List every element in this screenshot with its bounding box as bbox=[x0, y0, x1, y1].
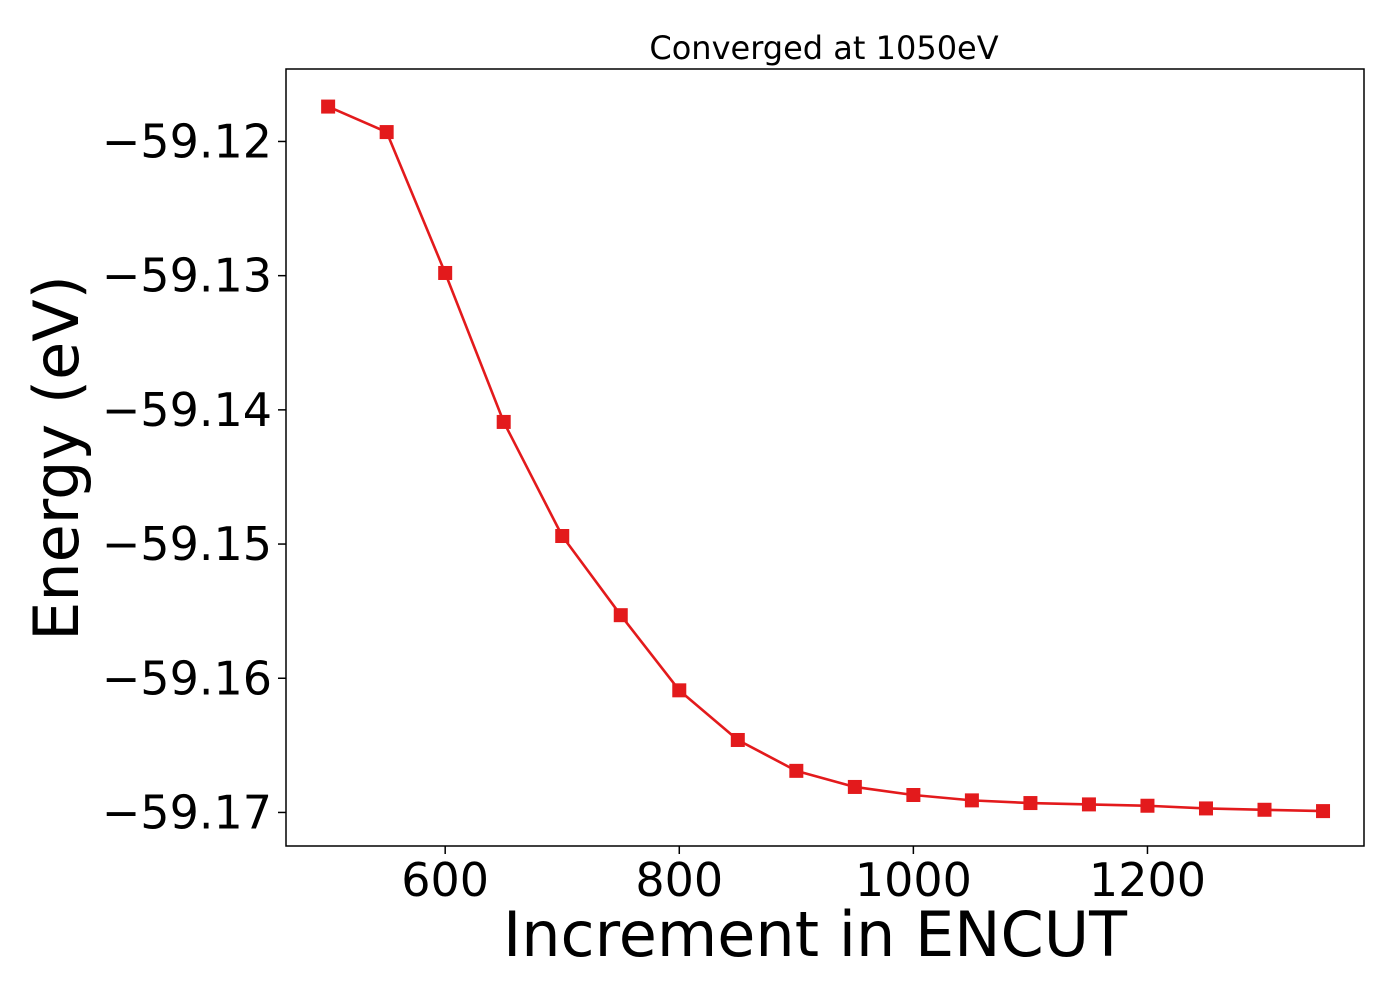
data-point bbox=[496, 414, 511, 429]
data-point bbox=[555, 529, 570, 544]
data-point bbox=[1081, 797, 1096, 812]
y-tick-label: −59.16 bbox=[102, 651, 272, 705]
data-point bbox=[379, 125, 394, 140]
series-layer bbox=[321, 99, 1331, 819]
data-point bbox=[1140, 798, 1155, 813]
data-point bbox=[964, 793, 979, 808]
data-point bbox=[1198, 801, 1213, 816]
data-point bbox=[321, 99, 336, 114]
data-point bbox=[1023, 796, 1038, 811]
data-point bbox=[1257, 802, 1272, 817]
data-point bbox=[1316, 804, 1331, 819]
data-point bbox=[438, 265, 453, 280]
x-tick-label: 600 bbox=[401, 853, 489, 907]
data-point bbox=[906, 788, 921, 803]
x-axis: 600 800 1000 1200 bbox=[401, 846, 1206, 907]
data-point bbox=[730, 732, 745, 747]
y-tick-label: −59.12 bbox=[102, 114, 272, 168]
chart-title: Converged at 1050eV bbox=[649, 29, 998, 67]
data-point bbox=[672, 683, 687, 698]
data-point bbox=[847, 779, 862, 794]
y-axis-title: Energy (eV) bbox=[20, 275, 93, 641]
x-tick-label: 1000 bbox=[855, 853, 972, 907]
plot-area bbox=[285, 68, 1365, 847]
y-tick-label: −59.15 bbox=[102, 517, 272, 571]
y-tick-label: −59.17 bbox=[102, 785, 272, 839]
y-tick-label: −59.14 bbox=[102, 383, 272, 437]
y-axis: −59.12 −59.13 −59.14 −59.15 −59.16 −59.17 bbox=[102, 114, 286, 839]
series-line bbox=[327, 105, 1324, 813]
x-tick-label: 1200 bbox=[1089, 853, 1206, 907]
x-axis-title: Increment in ENCUT bbox=[503, 898, 1128, 971]
plot-frame bbox=[285, 68, 1365, 847]
data-point bbox=[789, 763, 804, 778]
data-point bbox=[613, 608, 628, 623]
x-tick-label: 800 bbox=[635, 853, 723, 907]
y-tick-label: −59.13 bbox=[102, 249, 272, 303]
